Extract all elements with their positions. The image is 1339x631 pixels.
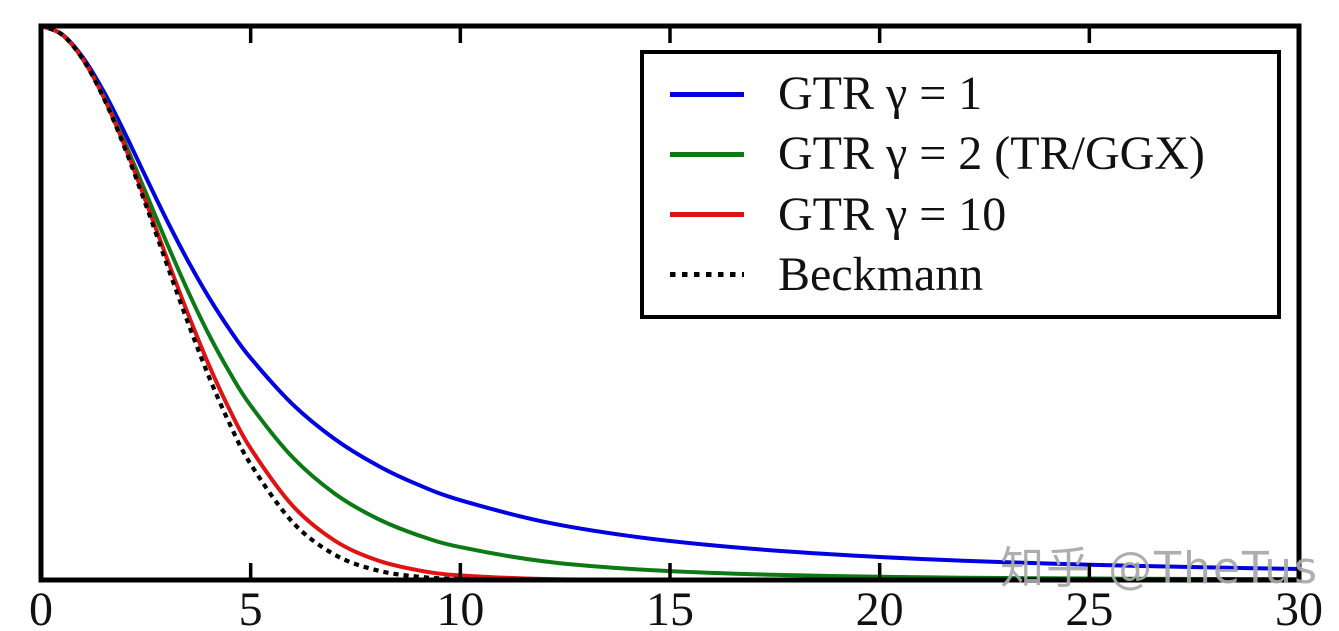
legend-swatch-gtr-gamma-10 bbox=[670, 212, 744, 218]
legend-item: GTR γ = 1 bbox=[670, 70, 1267, 118]
legend-item: GTR γ = 10 bbox=[670, 187, 1267, 241]
x-tick-label: 5 bbox=[239, 583, 263, 631]
x-tick-label: 25 bbox=[1065, 583, 1113, 631]
legend-swatch-gtr-gamma-1 bbox=[670, 91, 744, 97]
legend-item: Beckmann bbox=[670, 247, 1267, 301]
legend-box: GTR γ = 1 GTR γ = 2 (TR/GGX) GTR γ = 10 … bbox=[640, 50, 1281, 319]
watermark-text: 知乎 @TheTus bbox=[1000, 543, 1319, 594]
plot-frame bbox=[38, 23, 1302, 583]
x-tick-label: 20 bbox=[856, 583, 904, 631]
legend-item: GTR γ = 2 (TR/GGX) bbox=[670, 130, 1267, 178]
legend-label: Beckmann bbox=[778, 247, 984, 301]
x-tick-label: 10 bbox=[436, 583, 484, 631]
x-tick-label: 30 bbox=[1275, 583, 1323, 631]
x-tick-label: 0 bbox=[29, 583, 53, 631]
legend-swatch-beckmann bbox=[670, 272, 744, 278]
x-tick-label: 15 bbox=[646, 583, 694, 631]
legend-swatch-gtr-gamma-2 bbox=[670, 151, 744, 157]
curve-gtr-gamma-1 bbox=[40, 24, 1300, 571]
legend-label: GTR γ = 2 (TR/GGX) bbox=[778, 127, 1205, 181]
legend-label: GTR γ = 10 bbox=[778, 187, 1007, 241]
legend-label: GTR γ = 1 bbox=[778, 67, 983, 121]
